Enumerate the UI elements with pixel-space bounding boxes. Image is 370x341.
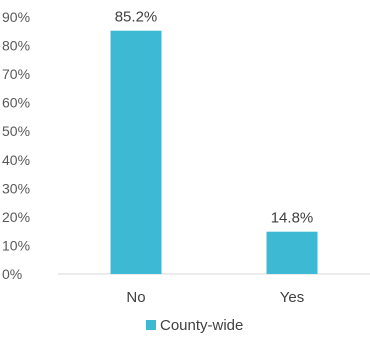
legend: County-wide [146,317,243,334]
y-tick-label: 30% [2,180,30,196]
legend-swatch [146,320,156,330]
y-tick-label: 80% [2,38,30,54]
y-tick-label: 50% [2,123,30,139]
data-label: 85.2% [115,9,158,26]
data-labels: 85.2% 14.8% [115,9,314,227]
y-tick-label: 60% [2,95,30,111]
legend-label: County-wide [160,317,243,334]
data-label: 14.8% [271,210,314,227]
y-axis: 0% 10% 20% 30% 40% 50% 60% 70% 80% 90% [2,9,30,282]
bar [110,30,162,275]
bar [266,231,318,274]
y-tick-label: 10% [2,237,30,253]
y-tick-label: 70% [2,66,30,82]
y-tick-label: 40% [2,152,30,168]
y-tick-label: 90% [2,9,30,25]
y-tick-label: 0% [2,266,22,282]
bars [110,30,318,275]
y-tick-label: 20% [2,209,30,225]
x-category-label: No [126,289,145,306]
x-category-label: Yes [280,289,304,306]
x-axis-categories: No Yes [126,289,304,306]
